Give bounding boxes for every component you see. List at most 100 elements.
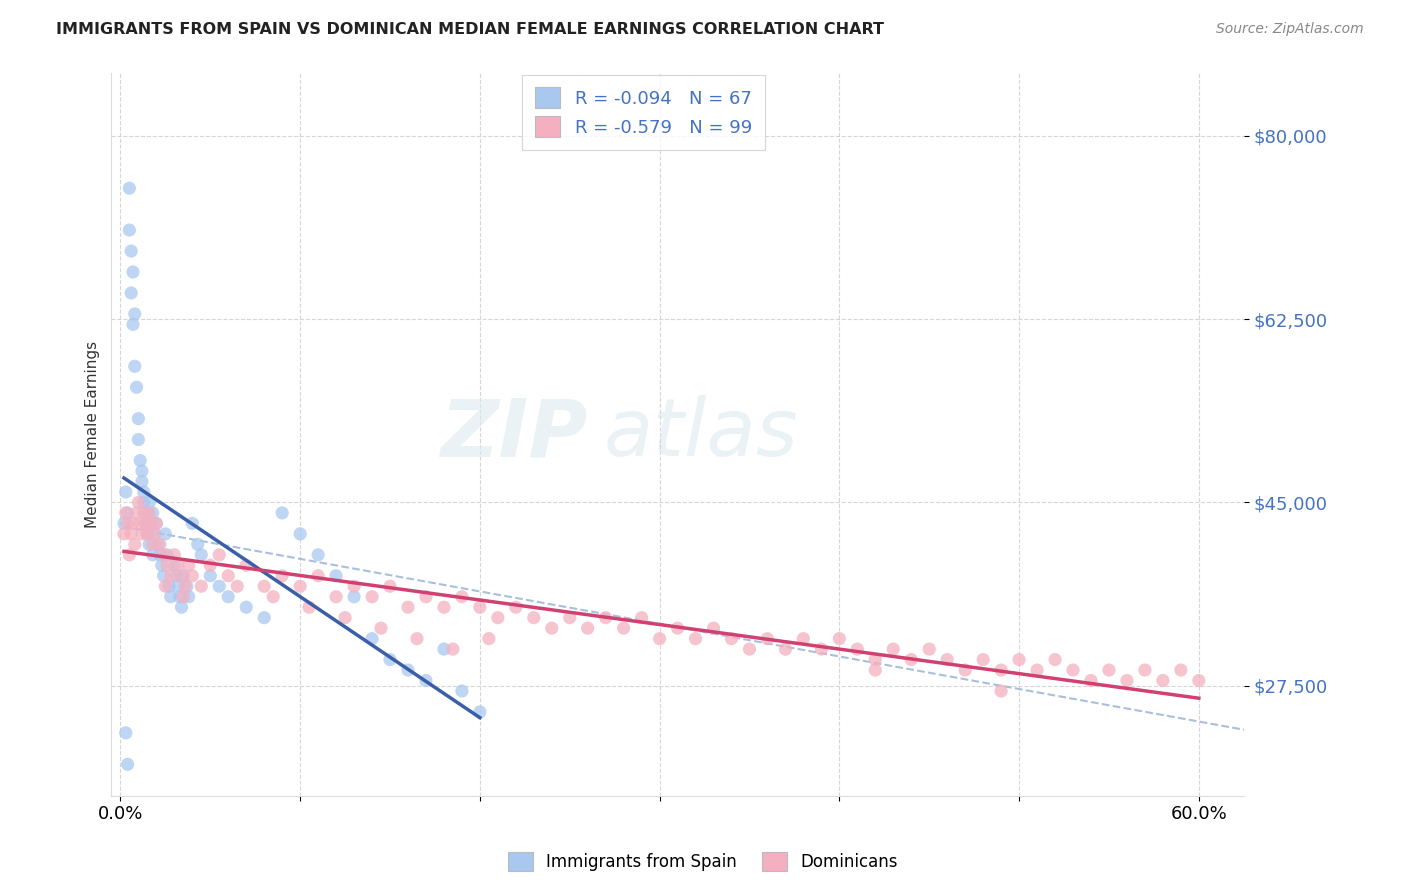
Point xyxy=(865,663,887,677)
Point xyxy=(235,558,257,573)
Point xyxy=(131,527,153,541)
Point xyxy=(145,516,167,531)
Point xyxy=(343,590,366,604)
Point xyxy=(378,652,401,666)
Point xyxy=(122,318,145,332)
Point xyxy=(129,453,152,467)
Point xyxy=(792,632,814,646)
Point xyxy=(595,610,617,624)
Point xyxy=(271,506,294,520)
Point xyxy=(253,610,276,624)
Point xyxy=(139,516,162,531)
Point xyxy=(415,673,437,688)
Point xyxy=(145,516,167,531)
Point xyxy=(170,600,193,615)
Point xyxy=(132,495,155,509)
Point xyxy=(262,590,284,604)
Point xyxy=(576,621,599,635)
Point xyxy=(114,726,136,740)
Point xyxy=(307,568,329,582)
Point xyxy=(325,590,347,604)
Point xyxy=(648,632,671,646)
Point xyxy=(142,506,165,520)
Point xyxy=(1026,663,1049,677)
Point xyxy=(120,244,142,258)
Point xyxy=(122,516,145,531)
Point xyxy=(152,548,174,562)
Legend: Immigrants from Spain, Dominicans: Immigrants from Spain, Dominicans xyxy=(499,843,907,880)
Point xyxy=(217,590,239,604)
Point xyxy=(122,265,145,279)
Point xyxy=(900,652,922,666)
Point xyxy=(361,632,384,646)
Text: Source: ZipAtlas.com: Source: ZipAtlas.com xyxy=(1216,22,1364,37)
Point xyxy=(810,642,832,657)
Point xyxy=(1133,663,1156,677)
Point xyxy=(756,632,779,646)
Point xyxy=(172,568,194,582)
Point xyxy=(136,527,159,541)
Text: atlas: atlas xyxy=(605,395,799,474)
Point xyxy=(190,579,212,593)
Text: IMMIGRANTS FROM SPAIN VS DOMINICAN MEDIAN FEMALE EARNINGS CORRELATION CHART: IMMIGRANTS FROM SPAIN VS DOMINICAN MEDIA… xyxy=(56,22,884,37)
Point xyxy=(1098,663,1121,677)
Y-axis label: Median Female Earnings: Median Female Earnings xyxy=(86,341,100,528)
Point xyxy=(157,579,180,593)
Point xyxy=(775,642,797,657)
Point xyxy=(149,548,172,562)
Point xyxy=(918,642,941,657)
Point xyxy=(190,548,212,562)
Point xyxy=(181,568,204,582)
Point xyxy=(271,568,294,582)
Point xyxy=(143,527,166,541)
Point xyxy=(142,548,165,562)
Point xyxy=(117,757,139,772)
Point xyxy=(702,621,724,635)
Point xyxy=(112,516,135,531)
Point xyxy=(170,568,193,582)
Point xyxy=(167,579,190,593)
Point xyxy=(370,621,392,635)
Point xyxy=(208,579,231,593)
Point xyxy=(125,506,148,520)
Point xyxy=(174,579,197,593)
Point xyxy=(135,516,157,531)
Point xyxy=(208,548,231,562)
Point xyxy=(1188,673,1211,688)
Point xyxy=(288,527,311,541)
Point xyxy=(396,600,419,615)
Point xyxy=(117,516,139,531)
Point xyxy=(159,568,181,582)
Point xyxy=(150,558,173,573)
Point xyxy=(163,558,186,573)
Point xyxy=(972,652,994,666)
Point xyxy=(1008,652,1031,666)
Point xyxy=(720,632,742,646)
Point xyxy=(136,527,159,541)
Point xyxy=(468,705,491,719)
Point xyxy=(138,495,160,509)
Point xyxy=(451,684,474,698)
Point xyxy=(131,464,153,478)
Point xyxy=(325,568,347,582)
Point xyxy=(138,506,160,520)
Point xyxy=(406,632,429,646)
Point xyxy=(846,642,869,657)
Point xyxy=(226,579,249,593)
Point xyxy=(613,621,636,635)
Point xyxy=(361,590,384,604)
Point xyxy=(343,579,366,593)
Point xyxy=(1062,663,1084,677)
Point xyxy=(953,663,976,677)
Point xyxy=(132,485,155,500)
Point xyxy=(1152,673,1174,688)
Point xyxy=(127,495,149,509)
Point xyxy=(865,652,887,666)
Point xyxy=(118,223,141,237)
Point xyxy=(177,558,200,573)
Point xyxy=(882,642,904,657)
Point xyxy=(120,527,142,541)
Point xyxy=(828,632,851,646)
Point xyxy=(124,307,146,321)
Point xyxy=(451,590,474,604)
